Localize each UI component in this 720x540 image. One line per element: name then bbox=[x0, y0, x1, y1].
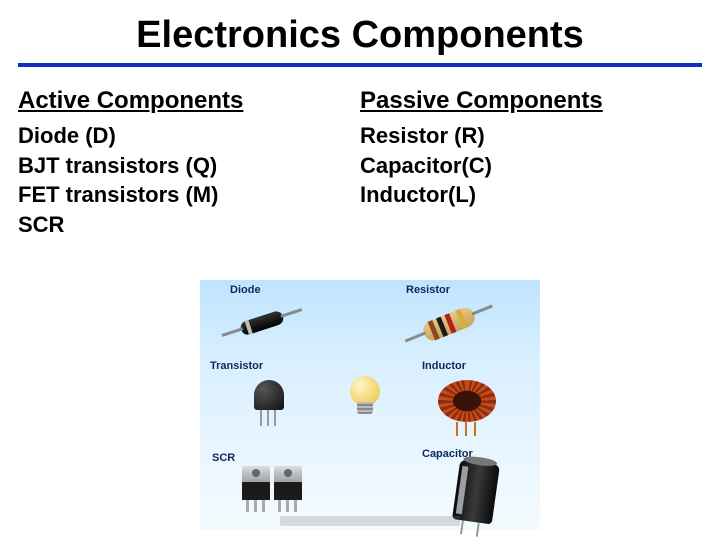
right-column: Passive Components Resistor (R) Capacito… bbox=[360, 87, 702, 240]
list-item: BJT transistors (Q) bbox=[18, 151, 360, 181]
label-resistor: Resistor bbox=[406, 284, 450, 296]
components-illustration: Diode Resistor Transistor Inductor SCR C… bbox=[200, 280, 540, 530]
inductor-icon bbox=[438, 380, 496, 422]
label-inductor: Inductor bbox=[422, 360, 466, 372]
left-heading: Active Components bbox=[18, 87, 360, 115]
label-transistor: Transistor bbox=[210, 360, 263, 372]
list-item: Resistor (R) bbox=[360, 121, 702, 151]
transistor-icon bbox=[254, 380, 284, 410]
columns: Active Components Diode (D) BJT transist… bbox=[0, 87, 720, 240]
right-heading: Passive Components bbox=[360, 87, 702, 115]
scr-icon bbox=[242, 466, 302, 506]
left-column: Active Components Diode (D) BJT transist… bbox=[18, 87, 360, 240]
bulb-icon bbox=[350, 376, 380, 414]
label-diode: Diode bbox=[230, 284, 261, 296]
list-item: Diode (D) bbox=[18, 121, 360, 151]
diode-icon bbox=[240, 316, 284, 330]
capacitor-icon bbox=[456, 462, 496, 522]
resistor-icon bbox=[422, 314, 476, 334]
page-title: Electronics Components bbox=[0, 0, 720, 63]
illus-caption-strip bbox=[280, 516, 460, 526]
list-item: Capacitor(C) bbox=[360, 151, 702, 181]
list-item: SCR bbox=[18, 210, 360, 240]
label-scr: SCR bbox=[212, 452, 235, 464]
title-underline bbox=[18, 63, 702, 67]
list-item: FET transistors (M) bbox=[18, 180, 360, 210]
list-item: Inductor(L) bbox=[360, 180, 702, 210]
